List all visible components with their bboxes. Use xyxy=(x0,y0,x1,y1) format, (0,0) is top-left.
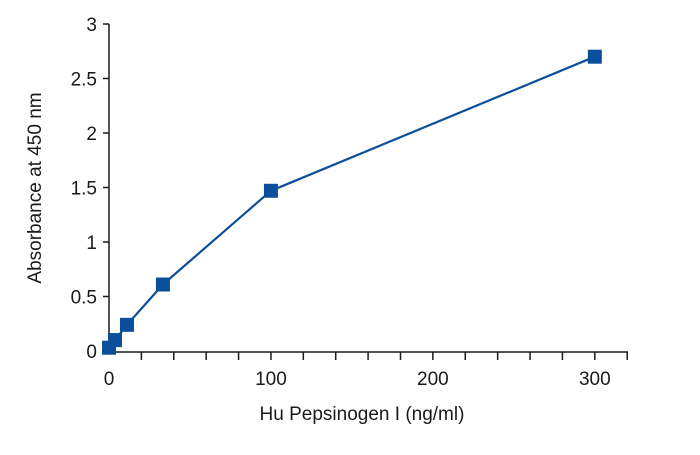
y-tick-label: 2 xyxy=(86,124,97,145)
x-tick-label: 200 xyxy=(417,369,449,390)
x-tick-label: 100 xyxy=(255,369,287,390)
y-axis-title: Absorbance at 450 nm xyxy=(25,92,46,283)
y-tick-label: 1 xyxy=(86,233,97,254)
axes xyxy=(108,24,628,353)
series-line xyxy=(108,55,596,349)
x-axis-title: Hu Pepsinogen I (ng/ml) xyxy=(260,404,465,425)
x-tick-label: 0 xyxy=(104,369,115,390)
plot-area xyxy=(102,49,602,355)
data-point xyxy=(587,49,602,64)
y-tick-label: 3 xyxy=(86,15,97,36)
y-tick-label: 1.5 xyxy=(71,179,97,200)
ticks: 0 0.5 1 1.5 2 2.5 3 0 100 200 300 xyxy=(71,15,628,390)
y-tick-label: 0 xyxy=(86,342,97,363)
y-tick-label: 2.5 xyxy=(71,70,97,91)
x-tick-label: 300 xyxy=(579,369,611,390)
data-point xyxy=(119,317,134,332)
data-point xyxy=(107,333,122,348)
data-point xyxy=(263,183,278,198)
data-point xyxy=(155,277,170,292)
y-tick-label: 0.5 xyxy=(71,288,97,309)
